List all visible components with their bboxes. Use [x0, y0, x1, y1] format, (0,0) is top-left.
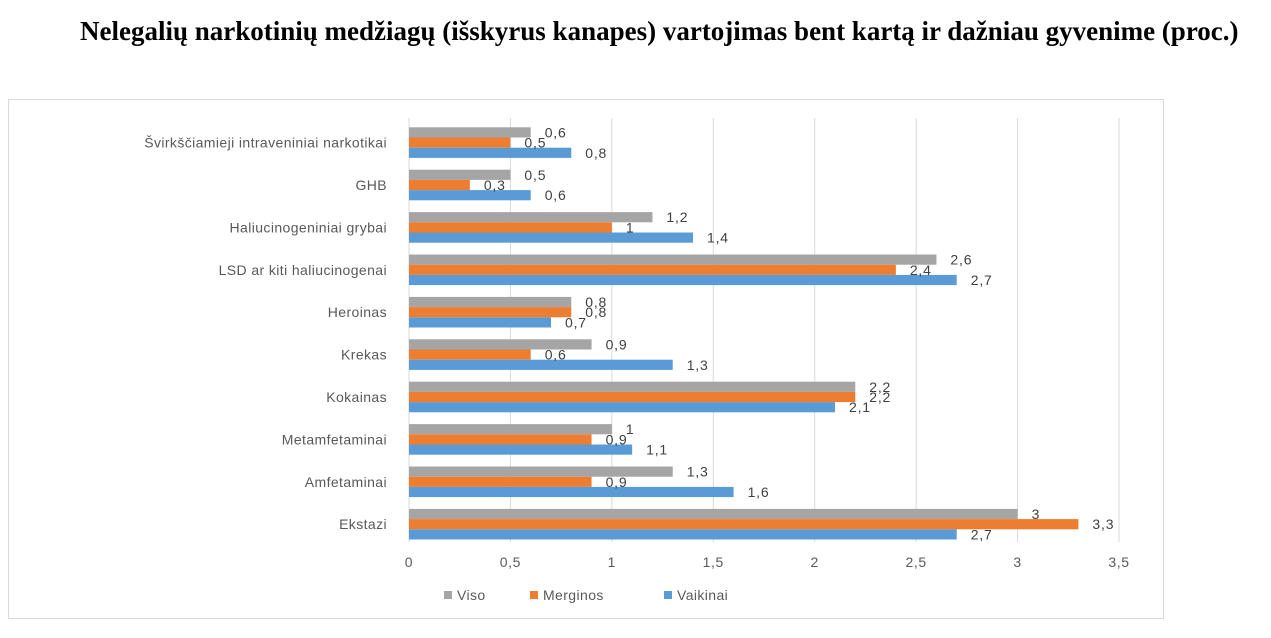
data-label-vaikinai: 1,6 [748, 484, 770, 500]
category-label-amfetaminai: Amfetaminai [305, 474, 387, 490]
legend-swatch-vaikinai [664, 591, 672, 599]
bar-viso-krekas [409, 339, 592, 350]
legend-label-viso: Viso [457, 587, 486, 603]
category-labels: Švirkščiamieji intraveniniai narkotikai G… [144, 135, 387, 533]
chart-title: Nelegalių narkotinių medžiagų (išskyrus … [80, 16, 1239, 46]
x-tick-label: 2,5 [906, 554, 927, 570]
bar-viso-ekstazi [409, 508, 1018, 520]
data-label-vaikinai: 2,7 [971, 272, 993, 288]
x-tick-label: 1 [608, 554, 616, 570]
data-label-merginos: 0,9 [606, 431, 628, 447]
bar-vaikinai-amfetaminai [409, 486, 734, 498]
bar-merginos-kokainas [409, 391, 856, 403]
bar-merginos-haliucinogeniniai-grybai [409, 222, 612, 233]
bar-viso-svirksciamieji-intraveniniai-narkotikai [409, 127, 531, 138]
legend-label-merginos: Merginos [543, 587, 604, 603]
bar-merginos-ekstazi [409, 519, 1079, 530]
legend-swatch-viso [444, 591, 452, 599]
data-label-viso: 2,2 [869, 379, 891, 395]
bar-viso-lsd-ar-kiti-haliucinogenai [409, 254, 937, 265]
data-label-viso: 0,9 [606, 336, 628, 352]
data-label-viso: 2,6 [950, 252, 972, 268]
bar-vaikinai-ghb [409, 190, 531, 201]
x-tick-label: 2 [811, 554, 819, 570]
category-label-heroinas: Heroinas [328, 304, 387, 320]
bar-viso-kokainas [409, 381, 856, 392]
bar-vaikinai-haliucinogeniniai-grybai [409, 232, 693, 243]
legend-swatch-merginos [530, 591, 538, 599]
data-label-merginos: 2,4 [910, 262, 932, 278]
bar-merginos-ghb [409, 179, 470, 191]
data-label-merginos: 0,8 [585, 304, 607, 320]
bar-viso-ghb [409, 169, 511, 180]
data-label-merginos: 2,2 [869, 389, 891, 405]
data-label-viso: 3 [1032, 506, 1041, 522]
bar-vaikinai-kokainas [409, 402, 835, 413]
bar-merginos-krekas [409, 349, 531, 360]
bars [409, 127, 1079, 540]
data-label-vaikinai: 0,8 [585, 145, 607, 161]
bar-viso-metamfetaminai [409, 424, 612, 435]
bar-viso-amfetaminai [409, 466, 673, 477]
data-label-viso: 0,6 [545, 124, 567, 140]
data-label-merginos: 0,6 [545, 347, 567, 363]
bar-viso-heroinas [409, 296, 572, 308]
data-label-vaikinai: 2,1 [849, 399, 871, 415]
bar-viso-haliucinogeniniai-grybai [409, 212, 653, 223]
data-label-viso: 1 [626, 421, 635, 437]
x-tick-label: 1,5 [703, 554, 724, 570]
bar-merginos-lsd-ar-kiti-haliucinogenai [409, 264, 896, 275]
x-tick-label: 0,5 [500, 554, 521, 570]
x-tick-label: 0 [405, 554, 413, 570]
bar-merginos-svirksciamieji-intraveniniai-narkotikai [409, 137, 511, 148]
data-label-viso: 1,3 [687, 464, 709, 480]
data-label-merginos: 1 [626, 219, 635, 235]
x-tick-label: 3,5 [1108, 554, 1129, 570]
data-labels: 0,60,50,80,50,30,61,211,42,62,42,70,80,8… [484, 124, 1114, 542]
category-label-lsd-ar-kiti-haliucinogenai: LSD ar kiti haliucinogenai [219, 262, 387, 278]
data-label-vaikinai: 1,3 [687, 357, 709, 373]
category-label-metamfetaminai: Metamfetaminai [282, 431, 387, 447]
category-label-haliucinogeniniai-grybai: Haliucinogeniniai grybai [230, 219, 387, 235]
bar-vaikinai-ekstazi [409, 529, 957, 540]
bar-merginos-amfetaminai [409, 476, 592, 487]
data-label-viso: 0,8 [585, 294, 607, 310]
data-label-vaikinai: 0,6 [545, 187, 567, 203]
bar-vaikinai-lsd-ar-kiti-haliucinogenai [409, 274, 957, 286]
data-label-merginos: 0,3 [484, 177, 506, 193]
category-label-ghb: GHB [355, 177, 387, 193]
bar-vaikinai-krekas [409, 359, 673, 370]
data-label-vaikinai: 0,7 [565, 314, 587, 330]
legend: Viso Merginos Vaikinai [444, 587, 728, 603]
data-label-viso: 1,2 [666, 209, 688, 225]
data-label-vaikinai: 1,1 [646, 442, 668, 458]
data-label-merginos: 3,3 [1092, 516, 1114, 532]
data-label-vaikinai: 1,4 [707, 230, 729, 246]
bar-vaikinai-heroinas [409, 317, 551, 328]
bar-merginos-heroinas [409, 307, 572, 318]
category-label-kokainas: Kokainas [326, 389, 387, 405]
bar-vaikinai-metamfetaminai [409, 444, 633, 455]
category-label-ekstazi: Ekstazi [339, 516, 387, 532]
category-label-svirksciamieji-intraveniniai-narkotikai: Švirkščiamieji intraveniniai narkotikai [144, 135, 387, 151]
data-label-merginos: 0,5 [524, 135, 546, 151]
data-label-merginos: 0,9 [606, 474, 628, 490]
legend-label-vaikinai: Vaikinai [677, 587, 728, 603]
data-label-viso: 0,5 [524, 167, 546, 183]
bar-vaikinai-svirksciamieji-intraveniniai-narkotikai [409, 147, 572, 158]
x-tick-labels: 0 0,5 1 1,5 2 2,5 3 3,5 [405, 554, 1129, 570]
category-label-krekas: Krekas [341, 347, 387, 363]
x-tick-label: 3 [1013, 554, 1021, 570]
bar-merginos-metamfetaminai [409, 434, 592, 445]
data-label-vaikinai: 2,7 [971, 526, 993, 542]
